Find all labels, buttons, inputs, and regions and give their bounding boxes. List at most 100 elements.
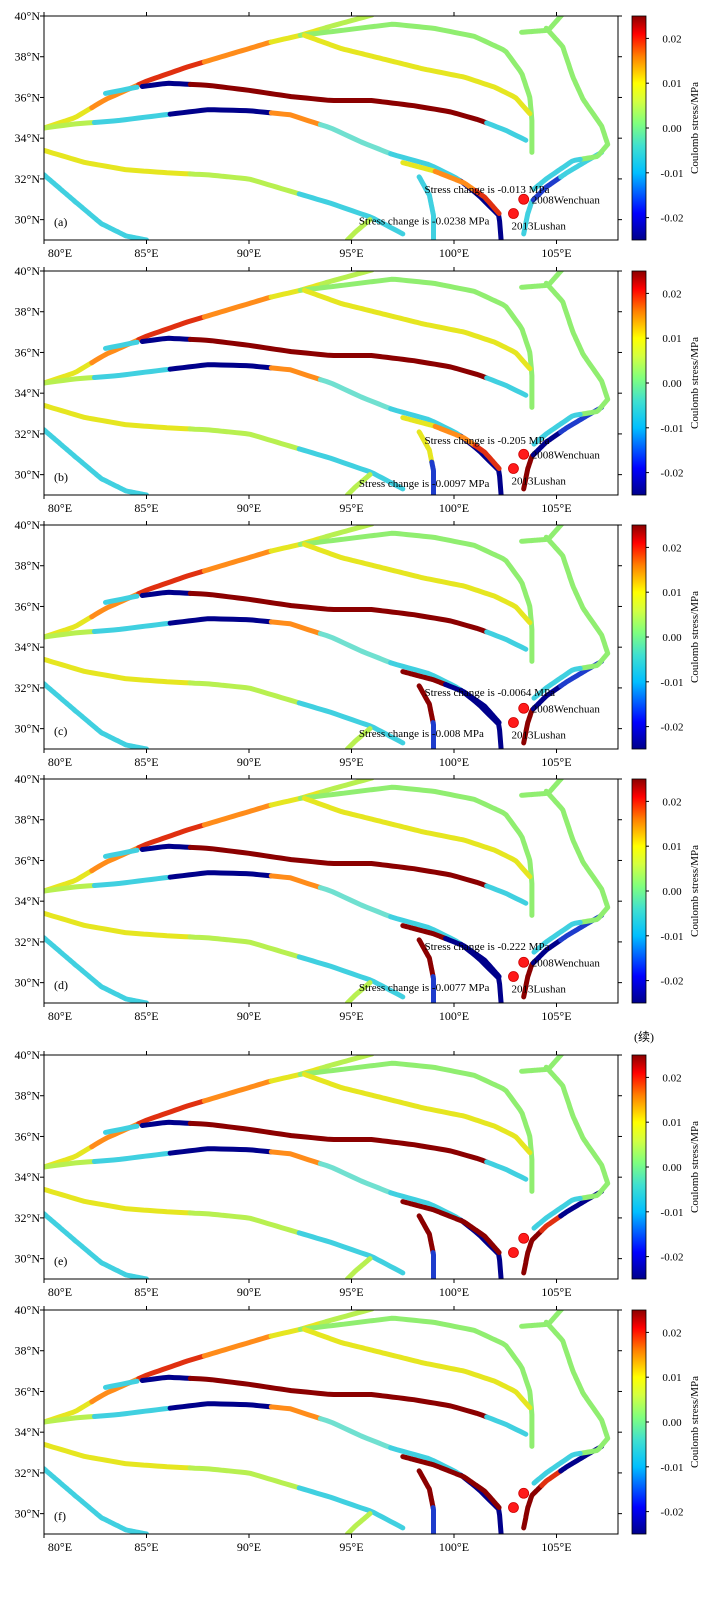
panel-label: (b) xyxy=(54,470,68,484)
colorbar-tick-label: -0.02 xyxy=(661,1252,684,1264)
fault-segment-northEast xyxy=(519,271,565,290)
fault-segment-eastKunlun xyxy=(317,1161,394,1196)
fault-segment-xianshuihe xyxy=(472,188,502,216)
fault-segment-lastBit xyxy=(344,217,373,240)
panel-label: (e) xyxy=(54,1254,67,1268)
y-tick-label: 34°N xyxy=(15,1425,41,1439)
fault-segment-jinsha xyxy=(416,1468,436,1511)
colorbar-tick-label: -0.02 xyxy=(661,722,684,734)
map-panel: 80°E 85°E 90°E 95°E 100°E 105°E 40°N 38°N 36°N 34… xyxy=(15,1048,701,1299)
fault-segment-xianshuihe xyxy=(400,669,448,687)
fault-segment-altyn xyxy=(319,16,375,32)
x-tick-label: 95°E xyxy=(339,501,363,515)
fault-segment-kunlun xyxy=(103,593,140,605)
x-tick-label: 95°E xyxy=(339,1285,363,1299)
fault-segment-lastBit xyxy=(344,980,373,1003)
fault-segment-qilianN xyxy=(297,276,535,410)
fault-segment-southern xyxy=(187,1210,302,1236)
x-tick-label: 85°E xyxy=(134,246,158,260)
fault-segment-southwest xyxy=(44,172,149,240)
fault-segment-eastKunlun xyxy=(91,366,173,380)
fault-segment-kunlun xyxy=(139,335,193,344)
fault-network xyxy=(44,525,611,749)
fault-network xyxy=(44,779,611,1003)
earthquake-epicenter-marker xyxy=(508,971,519,982)
colorbar: 0.02 0.01 0.00 -0.01 -0.02 Coulomb stress/MPa xyxy=(631,1309,701,1535)
map-panel: 2008Wenchuan 2013Lushan Stress change is -… xyxy=(15,9,701,260)
x-tick-label: 105°E xyxy=(541,755,571,769)
fault-segment-eastKunlun xyxy=(317,1416,394,1451)
fault-segment-altyn xyxy=(319,1055,375,1071)
fault-segment-altyn xyxy=(201,802,274,828)
colorbar-title: Coulomb stress/MPa xyxy=(689,1121,701,1213)
x-tick-label: 90°E xyxy=(237,1285,261,1299)
y-tick-label: 36°N xyxy=(15,345,41,359)
fault-segment-qilianS xyxy=(301,32,533,117)
x-tick-label: 90°E xyxy=(237,755,261,769)
colorbar: 0.02 0.01 0.00 -0.01 -0.02 Coulomb stress/MPa xyxy=(631,524,701,750)
stress-change-annotation: Stress change is -0.0064 MPa xyxy=(425,687,556,699)
fault-segment-kunlun xyxy=(139,589,193,598)
fault-network xyxy=(44,16,611,240)
fault-segment-northEast xyxy=(519,1055,565,1074)
colorbar-tick-label: 0.00 xyxy=(662,632,682,644)
colorbar: 0.02 0.01 0.00 -0.01 -0.02 Coulomb stress/MPa xyxy=(631,15,701,241)
fault-segment-kunlun xyxy=(139,1119,193,1128)
fault-segment-eastKunlun xyxy=(44,629,97,640)
colorbar-tick-label: 0.00 xyxy=(662,1417,682,1429)
fault-segment-qilianN xyxy=(297,1060,535,1194)
fault-segment-eastKunlun xyxy=(44,120,97,131)
y-tick-label: 38°N xyxy=(15,559,41,573)
fault-segment-kunlun xyxy=(139,843,193,852)
stress-change-annotation: Stress change is -0.205 MPa xyxy=(425,435,550,447)
fault-segment-qilianS xyxy=(301,1071,533,1156)
event-label-wenchuan: 2008Wenchuan xyxy=(532,703,601,715)
fault-segment-kunlun xyxy=(484,883,529,906)
fault-segment-kunlun xyxy=(103,84,140,96)
panel-label: (d) xyxy=(54,978,68,992)
panel-label: (c) xyxy=(54,724,67,738)
fault-segment-eastRange xyxy=(531,919,583,955)
x-tick-label: 105°E xyxy=(541,246,571,260)
fault-segment-altyn xyxy=(319,525,375,541)
fault-segment-southwest xyxy=(44,935,149,1003)
fault-segment-eastKunlun xyxy=(317,377,394,412)
x-tick-label: 80°E xyxy=(48,1009,72,1023)
fault-segment-qilianN xyxy=(297,530,535,664)
panel-label: (a) xyxy=(54,215,67,229)
fault-segment-altyn xyxy=(136,568,207,597)
y-tick-label: 30°N xyxy=(15,976,41,990)
fault-segment-southern xyxy=(44,147,193,177)
x-tick-label: 85°E xyxy=(134,1285,158,1299)
fault-segment-xianshuihe xyxy=(432,423,478,449)
colorbar: 0.02 0.01 0.00 -0.01 -0.02 Coulomb stress/MPa xyxy=(631,778,701,1004)
fault-segment-jinsha xyxy=(416,937,436,980)
fault-segment-altyn xyxy=(201,1078,274,1104)
colorbar-title: Coulomb stress/MPa xyxy=(689,845,701,937)
fault-segment-longmen xyxy=(521,706,536,746)
fault-segment-eastRange xyxy=(531,665,583,701)
y-tick-label: 34°N xyxy=(15,386,41,400)
y-tick-label: 30°N xyxy=(15,1507,41,1521)
fault-segment-jinsha xyxy=(416,174,436,240)
x-tick-label: 85°E xyxy=(134,1009,158,1023)
event-label-wenchuan: 2008Wenchuan xyxy=(532,449,601,461)
x-tick-label: 95°E xyxy=(339,755,363,769)
colorbar-title: Coulomb stress/MPa xyxy=(689,82,701,174)
fault-segment-eastKunlun xyxy=(268,873,323,891)
fault-segment-altyn xyxy=(136,1098,207,1127)
y-tick-label: 36°N xyxy=(15,853,41,867)
fault-segment-southwest xyxy=(44,1466,149,1534)
fault-segment-eastKunlun xyxy=(167,107,274,117)
stress-change-annotation: Stress change is -0.013 MPa xyxy=(425,184,550,196)
x-tick-label: 85°E xyxy=(134,1540,158,1554)
fault-segment-eastKunlun xyxy=(44,1414,97,1425)
fault-segment-altyn xyxy=(319,779,375,795)
fault-segment-eastKunlun xyxy=(268,365,323,383)
fault-segment-southern xyxy=(187,680,302,706)
fault-segment-longmen xyxy=(521,197,536,237)
event-label-lushan: 2013Lushan xyxy=(511,221,566,233)
earthquake-epicenter-marker xyxy=(518,956,530,968)
map-panel: 2008Wenchuan 2013Lushan Stress change is -… xyxy=(15,518,701,769)
y-tick-label: 32°N xyxy=(15,427,41,441)
